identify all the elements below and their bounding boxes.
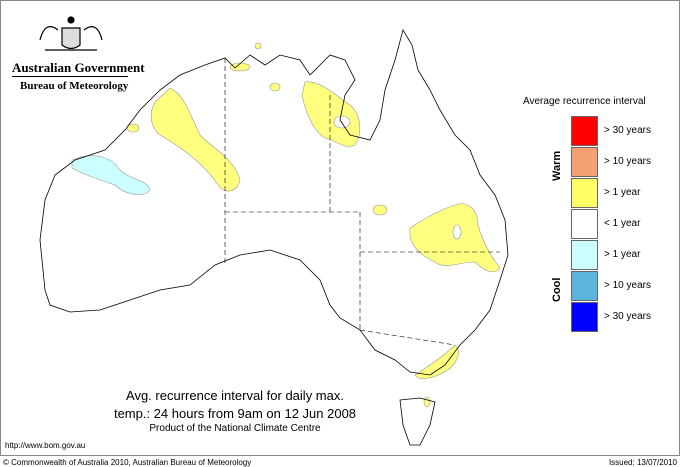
legend-cool-label: Cool [551, 277, 563, 302]
agency-name: Australian Government [12, 60, 145, 75]
legend-label: > 1 year [604, 187, 641, 198]
legend-label: > 10 years [604, 280, 651, 291]
legend-title: Average recurrence interval [523, 96, 646, 107]
legend-warm-label: Warm [551, 150, 563, 181]
header-divider [12, 76, 128, 77]
map-title-line2: temp.: 24 hours from 9am on 12 Jun 2008 [113, 406, 357, 421]
legend-label: > 1 year [604, 249, 641, 260]
copyright: © Commonwealth of Australia 2010, Austra… [3, 458, 252, 467]
legend-swatch [571, 209, 598, 239]
region-victoria-east [414, 344, 459, 379]
tasmania-outline [399, 397, 436, 446]
legend-label: > 10 years [604, 156, 651, 167]
region-kimberley-pilbara [150, 87, 241, 192]
bureau-name: Bureau of Meteorology [20, 80, 129, 92]
website-url[interactable]: http://www.bom.gov.au [5, 441, 86, 450]
map-title-line1: Avg. recurrence interval for daily max. [126, 388, 344, 403]
legend-swatch [571, 178, 598, 208]
map-credit: Product of the National Climate Centre [149, 423, 321, 434]
coat-of-arms-logo [39, 16, 103, 51]
legend-label: < 1 year [604, 218, 641, 229]
legend-label: > 30 years [604, 311, 651, 322]
cool-anomaly-regions [71, 155, 151, 195]
region-islands [254, 42, 262, 50]
region-wa-coast [126, 123, 140, 133]
issued-date: Issued: 13/07/2010 [608, 458, 677, 467]
state-borders [224, 58, 500, 346]
legend-swatch [571, 240, 598, 270]
region-gulf [301, 81, 360, 147]
legend-swatch [571, 147, 598, 177]
region-top-end-small [229, 62, 251, 72]
legend-swatch [571, 116, 598, 146]
region-pilbara-cool [71, 155, 151, 195]
legend-swatch [571, 302, 598, 332]
warm-anomaly-regions [126, 42, 501, 408]
australia-outline [39, 28, 509, 376]
region-qld-small [372, 204, 388, 216]
legend-swatch [571, 271, 598, 301]
region-arnhem [269, 82, 281, 92]
legend-label: > 30 years [604, 125, 651, 136]
